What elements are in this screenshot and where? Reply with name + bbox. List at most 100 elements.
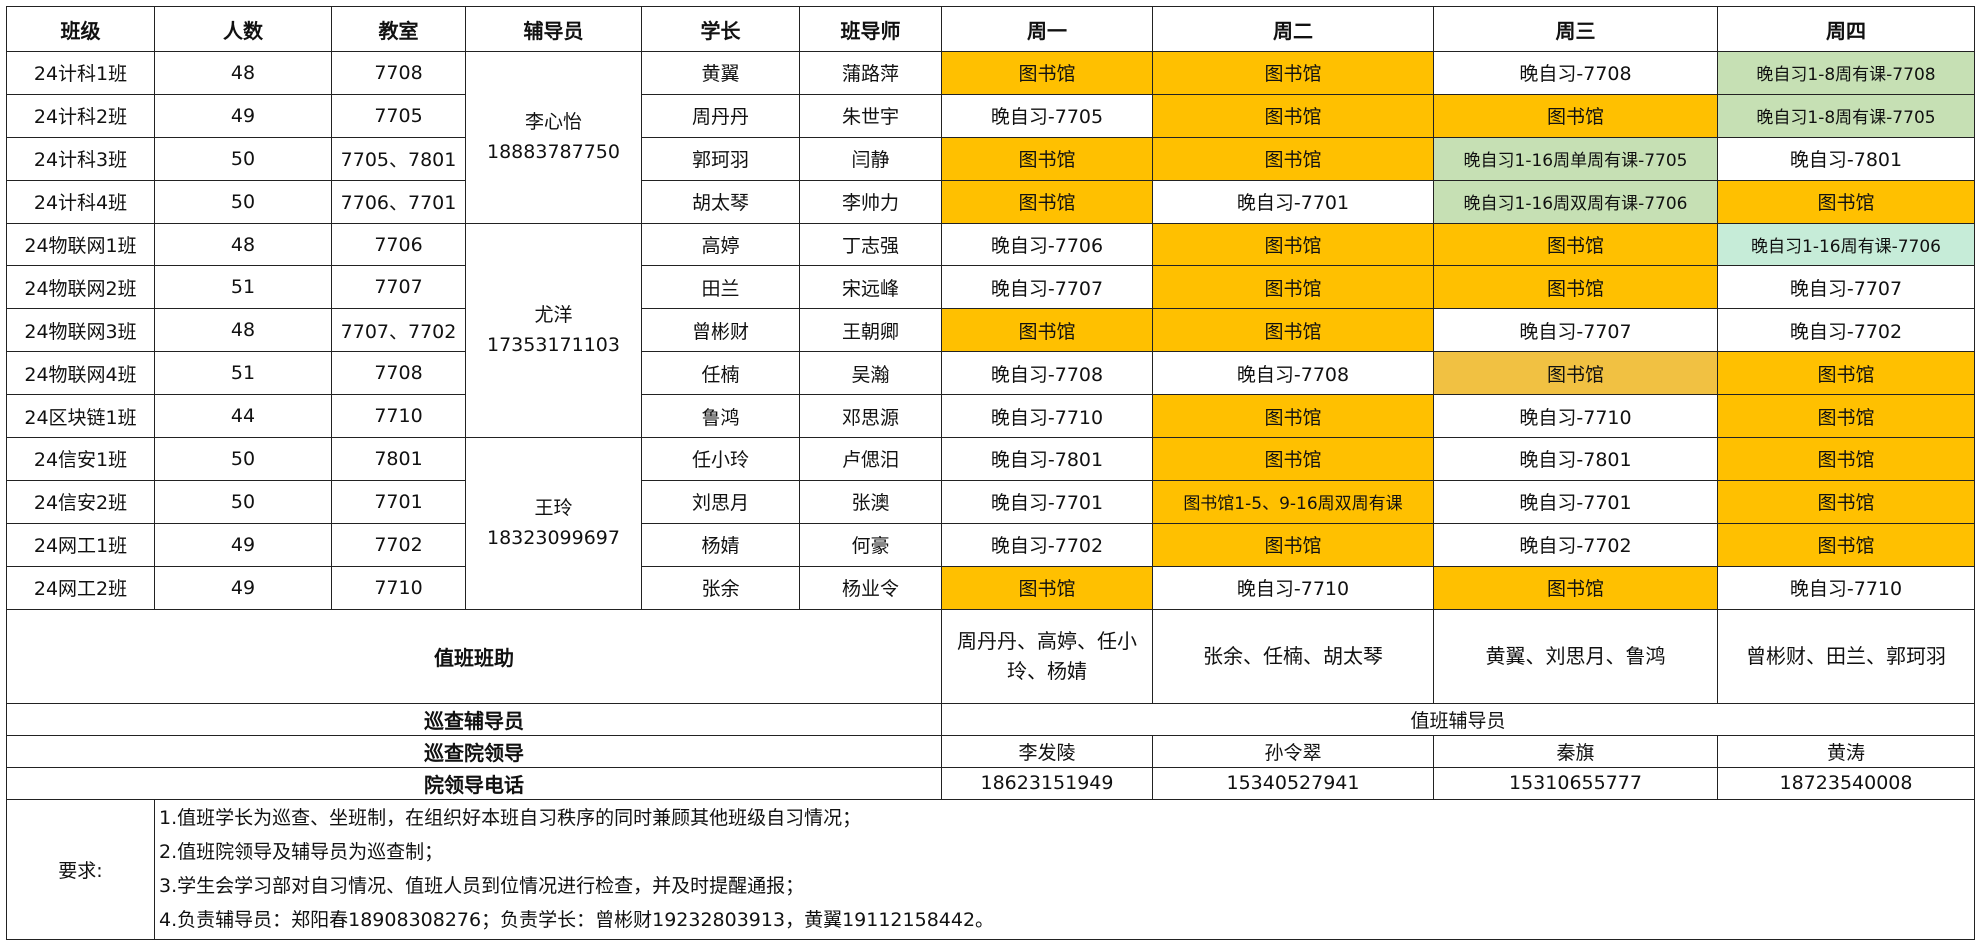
day-cell[interactable]: 晚自习-7707 [1433,308,1718,353]
header-cell[interactable]: 周四 [1717,6,1975,52]
room-cell[interactable]: 7710 [331,565,466,610]
room-cell[interactable]: 7708 [331,351,466,396]
class-cell[interactable]: 24区块链1班 [6,394,155,439]
leader-cell[interactable]: 周丹丹 [641,93,800,138]
leader-cell[interactable]: 张余 [641,565,800,610]
day-cell[interactable]: 图书馆 [1152,265,1434,310]
room-cell[interactable]: 7702 [331,522,466,567]
counselor-cell[interactable]: 李心怡 18883787750 [465,51,642,224]
day-cell[interactable]: 晚自习1-16周有课-7706 [1717,222,1975,267]
day-cell[interactable]: 图书馆 [1433,93,1718,138]
day-cell[interactable]: 图书馆 [1717,479,1975,524]
leader-phone-cell[interactable]: 18723540008 [1717,766,1975,800]
header-cell[interactable]: 教室 [331,6,466,52]
leader-cell[interactable]: 田兰 [641,265,800,310]
day-cell[interactable]: 图书馆 [1717,394,1975,439]
day-cell[interactable]: 图书馆 [1717,179,1975,224]
class-cell[interactable]: 24计科4班 [6,179,155,224]
teacher-cell[interactable]: 何豪 [799,522,942,567]
day-cell[interactable]: 晚自习-7801 [1433,437,1718,481]
teacher-cell[interactable]: 蒲路萍 [799,51,942,95]
counselor-cell[interactable]: 尤洋 17353171103 [465,222,642,439]
room-cell[interactable]: 7705 [331,93,466,138]
day-cell[interactable]: 晚自习-7710 [1152,565,1434,610]
class-cell[interactable]: 24网工1班 [6,522,155,567]
day-cell[interactable]: 晚自习-7710 [1717,565,1975,610]
day-cell[interactable]: 晚自习-7707 [1717,265,1975,310]
class-cell[interactable]: 24网工2班 [6,565,155,610]
day-cell[interactable]: 晚自习-7702 [941,522,1153,567]
header-cell[interactable]: 学长 [641,6,800,52]
teacher-cell[interactable]: 朱世宇 [799,93,942,138]
requirements-cell[interactable]: 1.值班学长为巡查、坐班制，在组织好本班自习秩序的同时兼顾其他班级自习情况； 2.… [154,798,1975,940]
teacher-cell[interactable]: 李帅力 [799,179,942,224]
patrol-counselor-value[interactable]: 值班辅导员 [941,702,1975,736]
day-cell[interactable]: 图书馆 [941,51,1153,95]
header-cell[interactable]: 人数 [154,6,332,52]
requirements-label[interactable]: 要求: [6,798,155,940]
day-cell[interactable]: 图书馆 [941,179,1153,224]
room-cell[interactable]: 7701 [331,479,466,524]
class-cell[interactable]: 24计科3班 [6,136,155,181]
leader-phone-cell[interactable]: 15310655777 [1433,766,1718,800]
header-cell[interactable]: 班导师 [799,6,942,52]
patrol-leader-cell[interactable]: 黄涛 [1717,734,1975,768]
teacher-cell[interactable]: 杨业令 [799,565,942,610]
class-cell[interactable]: 24物联网2班 [6,265,155,310]
teacher-cell[interactable]: 丁志强 [799,222,942,267]
class-cell[interactable]: 24信安1班 [6,437,155,481]
day-cell[interactable]: 图书馆 [1433,351,1718,396]
teacher-cell[interactable]: 张澳 [799,479,942,524]
patrol-leader-cell[interactable]: 秦旗 [1433,734,1718,768]
teacher-cell[interactable]: 宋远峰 [799,265,942,310]
day-cell[interactable]: 图书馆 [1433,565,1718,610]
patrol-counselor-label[interactable]: 巡查辅导员 [6,702,942,736]
day-cell[interactable]: 图书馆 [1152,136,1434,181]
patrol-leader-cell[interactable]: 李发陵 [941,734,1153,768]
count-cell[interactable]: 48 [154,222,332,267]
count-cell[interactable]: 50 [154,437,332,481]
duty-assistants-cell[interactable]: 周丹丹、高婷、任小玲、杨婧 [941,608,1153,704]
day-cell[interactable]: 图书馆 [1152,394,1434,439]
counselor-cell[interactable]: 王玲 18323099697 [465,437,642,610]
day-cell[interactable]: 晚自习-7708 [941,351,1153,396]
room-cell[interactable]: 7706、7701 [331,179,466,224]
patrol-leader-cell[interactable]: 孙令翠 [1152,734,1434,768]
leader-cell[interactable]: 任小玲 [641,437,800,481]
day-cell[interactable]: 图书馆 [1717,522,1975,567]
day-cell[interactable]: 晚自习-7702 [1717,308,1975,353]
day-cell[interactable]: 图书馆 [941,565,1153,610]
day-cell[interactable]: 晚自习-7705 [941,93,1153,138]
header-cell[interactable]: 周一 [941,6,1153,52]
class-cell[interactable]: 24物联网4班 [6,351,155,396]
class-cell[interactable]: 24计科2班 [6,93,155,138]
duty-assistants-label[interactable]: 值班班助 [6,608,942,704]
teacher-cell[interactable]: 卢偲汨 [799,437,942,481]
day-cell[interactable]: 图书馆 [1717,351,1975,396]
day-cell[interactable]: 晚自习-7701 [941,479,1153,524]
count-cell[interactable]: 49 [154,93,332,138]
count-cell[interactable]: 48 [154,51,332,95]
room-cell[interactable]: 7710 [331,394,466,439]
day-cell[interactable]: 晚自习-7707 [941,265,1153,310]
leader-cell[interactable]: 鲁鸿 [641,394,800,439]
day-cell[interactable]: 晚自习1-8周有课-7708 [1717,51,1975,95]
class-cell[interactable]: 24信安2班 [6,479,155,524]
duty-assistants-cell[interactable]: 张余、任楠、胡太琴 [1152,608,1434,704]
count-cell[interactable]: 49 [154,522,332,567]
day-cell[interactable]: 晚自习1-16周双周有课-7706 [1433,179,1718,224]
day-cell[interactable]: 图书馆 [941,136,1153,181]
header-cell[interactable]: 辅导员 [465,6,642,52]
count-cell[interactable]: 50 [154,136,332,181]
day-cell[interactable]: 图书馆 [1152,308,1434,353]
day-cell[interactable]: 晚自习-7701 [1152,179,1434,224]
day-cell[interactable]: 晚自习-7801 [941,437,1153,481]
header-cell[interactable]: 周三 [1433,6,1718,52]
day-cell[interactable]: 图书馆 [1152,51,1434,95]
class-cell[interactable]: 24计科1班 [6,51,155,95]
count-cell[interactable]: 50 [154,179,332,224]
day-cell[interactable]: 图书馆 [1433,222,1718,267]
leader-cell[interactable]: 曾彬财 [641,308,800,353]
count-cell[interactable]: 44 [154,394,332,439]
day-cell[interactable]: 图书馆 [1152,93,1434,138]
